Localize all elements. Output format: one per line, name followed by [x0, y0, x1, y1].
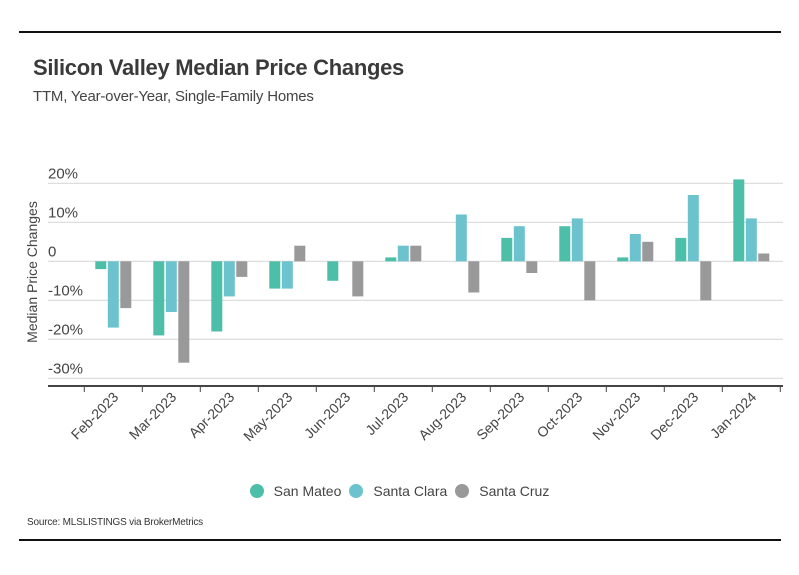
legend-item-san-mateo: San Mateo: [249, 483, 342, 499]
bar-san-mateo-oct-2023: [559, 226, 571, 262]
x-axis-tick-labels: Feb-2023 Mar-2023 Apr-2023 May-2023 Jun-2023…: [68, 389, 760, 444]
bar-santa-cruz-mar-2023: [178, 261, 190, 363]
bar-santa-cruz-sep-2023: [526, 261, 538, 273]
x-tick-label: Sep-2023: [473, 389, 527, 443]
bar-santa-clara-apr-2023: [223, 261, 235, 297]
bar-santa-clara-may-2023: [281, 261, 293, 289]
bar-san-mateo-feb-2023: [95, 261, 107, 270]
bar-santa-cruz-may-2023: [294, 245, 306, 262]
legend-label: San Mateo: [273, 483, 342, 499]
bars: [95, 179, 770, 363]
bar-santa-clara-mar-2023: [165, 261, 177, 312]
x-tick-label: Nov-2023: [589, 389, 643, 443]
legend-swatch-san-mateo: [249, 484, 264, 498]
legend: San Mateo Santa Clara Santa Cruz: [0, 483, 799, 499]
bar-santa-cruz-nov-2023: [642, 241, 654, 262]
bar-santa-cruz-oct-2023: [584, 261, 596, 301]
bar-san-mateo-jul-2023: [385, 257, 397, 262]
bar-santa-clara-aug-2023: [455, 214, 467, 262]
bar-santa-cruz-aug-2023: [468, 261, 480, 293]
y-tick-label: 20%: [48, 165, 78, 182]
bar-santa-clara-jul-2023: [397, 245, 409, 262]
y-tick-label: -20%: [48, 321, 83, 338]
bar-santa-clara-nov-2023: [629, 234, 641, 262]
legend-label: Santa Clara: [373, 483, 448, 499]
bar-santa-clara-dec-2023: [687, 195, 699, 262]
bottom-rule: [19, 539, 781, 541]
bar-santa-cruz-jul-2023: [410, 245, 422, 262]
y-tick-label: -10%: [48, 282, 83, 299]
y-tick-label: -30%: [48, 360, 83, 377]
legend-swatch-santa-clara: [349, 484, 364, 498]
x-tick-label: Feb-2023: [68, 389, 122, 443]
legend-swatch-santa-cruz: [455, 484, 470, 498]
y-axis-title: Median Price Changes: [24, 201, 40, 343]
x-tick-label: Jul-2023: [362, 389, 411, 438]
top-rule: [19, 31, 781, 33]
bar-santa-cruz-feb-2023: [120, 261, 132, 309]
bar-san-mateo-sep-2023: [501, 237, 513, 262]
bar-san-mateo-dec-2023: [675, 237, 687, 262]
bar-san-mateo-jun-2023: [327, 261, 339, 281]
legend-item-santa-cruz: Santa Cruz: [455, 483, 549, 499]
bar-santa-clara-oct-2023: [571, 218, 583, 262]
x-tick-label: Aug-2023: [415, 389, 469, 443]
bar-santa-cruz-dec-2023: [700, 261, 712, 301]
bar-san-mateo-may-2023: [269, 261, 281, 289]
y-axis-tick-labels: 20% 10% 0 -10% -20% -30%: [48, 165, 83, 377]
bar-santa-clara-sep-2023: [513, 226, 525, 262]
x-tick-label: Oct-2023: [533, 389, 585, 441]
gridlines: [48, 182, 783, 379]
chart-subtitle: TTM, Year-over-Year, Single-Family Homes: [33, 88, 314, 105]
bar-san-mateo-mar-2023: [153, 261, 165, 336]
bar-santa-clara-feb-2023: [107, 261, 119, 328]
legend-item-santa-clara: Santa Clara: [349, 483, 447, 499]
x-tick-label: Dec-2023: [647, 389, 701, 443]
bar-santa-clara-jan-2024: [745, 218, 757, 262]
bar-santa-cruz-jun-2023: [352, 261, 364, 297]
x-tick-label: Apr-2023: [185, 389, 237, 441]
chart-title: Silicon Valley Median Price Changes: [33, 55, 404, 80]
y-tick-label: 10%: [48, 204, 78, 221]
bar-san-mateo-jan-2024: [733, 179, 745, 262]
x-tick-label: Jun-2023: [301, 389, 354, 442]
x-axis: [48, 385, 783, 392]
x-tick-label: May-2023: [240, 389, 295, 444]
y-tick-label: 0: [48, 243, 56, 260]
bar-santa-cruz-apr-2023: [236, 261, 248, 277]
bar-san-mateo-apr-2023: [211, 261, 223, 332]
legend-label: Santa Cruz: [479, 483, 550, 499]
x-tick-label: Mar-2023: [126, 389, 180, 443]
bar-santa-cruz-jan-2024: [758, 253, 770, 262]
source-note: Source: MLSLISTINGS via BrokerMetrics: [27, 517, 203, 528]
bar-san-mateo-nov-2023: [617, 257, 629, 262]
x-tick-label: Jan-2024: [707, 389, 760, 442]
